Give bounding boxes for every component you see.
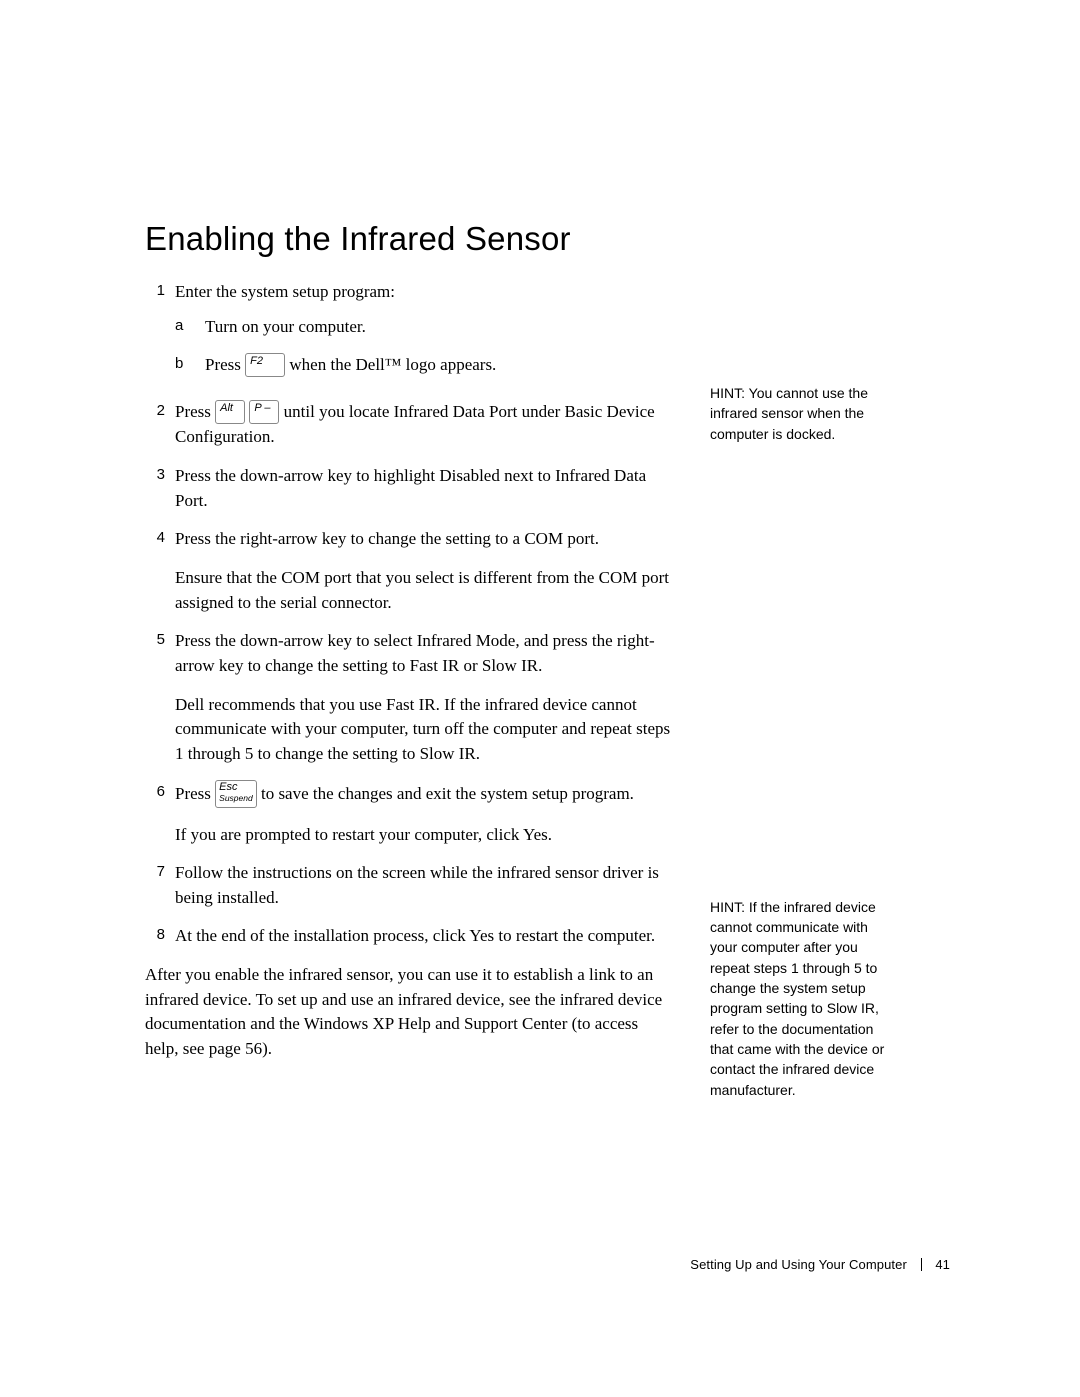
- step-text: Enter the system setup program:: [175, 282, 395, 301]
- keycap-line2: Suspend: [219, 794, 253, 803]
- page: Enabling the Infrared Sensor 1 Enter the…: [0, 0, 1080, 1397]
- substep-prefix: Press: [205, 355, 245, 374]
- keycap-line1: Esc: [219, 781, 237, 793]
- hints-column: HINT: You cannot use the infrared sensor…: [710, 280, 890, 1100]
- step-text: Follow the instructions on the screen wh…: [175, 863, 659, 907]
- step-text: Press the right-arrow key to change the …: [175, 529, 599, 548]
- keycap-f2: F2: [245, 353, 285, 377]
- step-prefix: Press: [175, 402, 215, 421]
- step-8: 8 At the end of the installation process…: [145, 924, 675, 949]
- step-number: 4: [145, 527, 165, 549]
- step-text: At the end of the installation process, …: [175, 926, 655, 945]
- substep-letter: b: [175, 353, 193, 375]
- step-number: 2: [145, 400, 165, 422]
- substep-letter: a: [175, 315, 193, 337]
- step-2: 2 Press Alt P – until you locate Infrare…: [145, 400, 675, 450]
- step-1: 1 Enter the system setup program: a Turn…: [145, 280, 675, 378]
- main-column: 1 Enter the system setup program: a Turn…: [145, 280, 675, 1062]
- hint-2: HINT: If the infrared device cannot comm…: [710, 897, 890, 1100]
- step-paragraph: Ensure that the COM port that you select…: [175, 566, 675, 615]
- step-number: 3: [145, 464, 165, 486]
- step-number: 5: [145, 629, 165, 651]
- footer-separator: [921, 1258, 922, 1271]
- step-text: Press the down-arrow key to select Infra…: [175, 631, 655, 675]
- step-4: 4 Press the right-arrow key to change th…: [145, 527, 675, 615]
- step-number: 1: [145, 280, 165, 302]
- substep-text: Turn on your computer.: [205, 317, 366, 336]
- step-suffix: until you locate Infrared Data Port unde…: [175, 402, 655, 446]
- hint-1: HINT: You cannot use the infrared sensor…: [710, 383, 890, 444]
- step-7: 7 Follow the instructions on the screen …: [145, 861, 675, 910]
- hint-label: HINT:: [710, 899, 749, 915]
- page-heading: Enabling the Infrared Sensor: [145, 220, 950, 258]
- sub-list: a Turn on your computer. b Press F2 when…: [175, 315, 675, 379]
- substep-a: a Turn on your computer.: [175, 315, 675, 340]
- content-row: 1 Enter the system setup program: a Turn…: [145, 280, 950, 1100]
- footer-section: Setting Up and Using Your Computer: [690, 1257, 907, 1272]
- hint-bold: Slow IR: [827, 1000, 875, 1016]
- hint-text-pre: If the infrared device cannot communicat…: [710, 899, 877, 1016]
- page-footer: Setting Up and Using Your Computer 41: [690, 1257, 950, 1272]
- hint-label: HINT:: [710, 385, 749, 401]
- step-number: 8: [145, 924, 165, 946]
- step-suffix: to save the changes and exit the system …: [257, 783, 634, 802]
- step-paragraph: Dell recommends that you use Fast IR. If…: [175, 693, 675, 767]
- step-text: Press the down-arrow key to highlight Di…: [175, 466, 646, 510]
- keycap-esc-suspend: EscSuspend: [215, 780, 257, 808]
- step-5: 5 Press the down-arrow key to select Inf…: [145, 629, 675, 766]
- footer-page-number: 41: [935, 1257, 950, 1272]
- substep-b: b Press F2 when the Dell™ logo appears.: [175, 353, 675, 378]
- step-number: 6: [145, 781, 165, 803]
- step-6: 6 Press EscSuspend to save the changes a…: [145, 781, 675, 848]
- step-3: 3 Press the down-arrow key to highlight …: [145, 464, 675, 513]
- substep-suffix: when the Dell™ logo appears.: [285, 355, 496, 374]
- step-list: 1 Enter the system setup program: a Turn…: [145, 280, 675, 949]
- step-number: 7: [145, 861, 165, 883]
- closing-paragraph: After you enable the infrared sensor, yo…: [145, 963, 675, 1062]
- step-prefix: Press: [175, 783, 215, 802]
- keycap-p: P –: [249, 400, 279, 424]
- keycap-alt: Alt: [215, 400, 245, 424]
- step-paragraph: If you are prompted to restart your comp…: [175, 823, 675, 848]
